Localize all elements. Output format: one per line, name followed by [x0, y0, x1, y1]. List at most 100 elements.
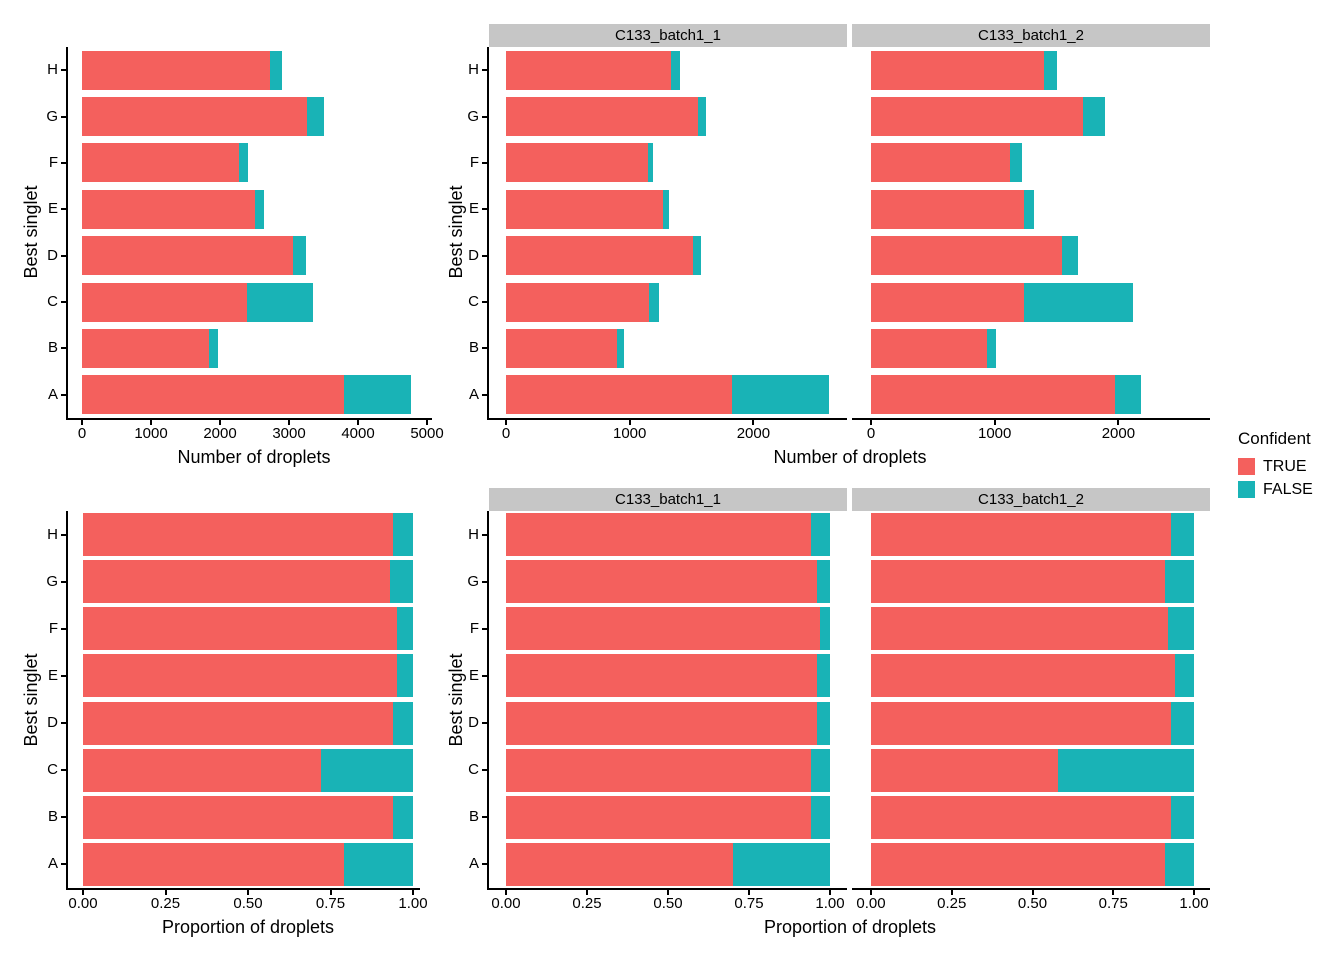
bar-G-false — [1083, 97, 1106, 137]
bar-row-E — [506, 189, 847, 229]
bar-D-true — [506, 701, 818, 745]
bar-A-true — [506, 375, 732, 415]
bar-B-false — [810, 795, 830, 839]
x-tick-label: 3000 — [272, 425, 306, 442]
y-tick-mark — [482, 722, 487, 725]
x-tick-label: 2000 — [736, 425, 771, 442]
bar-A-false — [343, 842, 413, 886]
bar-row-C — [83, 748, 420, 792]
x-tick-label: 5000 — [410, 425, 444, 442]
x-tick-label: 1.00 — [1179, 895, 1209, 912]
bar-A-true — [506, 842, 733, 886]
bar-row-A — [82, 375, 432, 415]
y-tick-label: D — [47, 714, 58, 732]
bar-H-true — [83, 513, 394, 557]
x-tick-label: 1.00 — [815, 895, 845, 912]
bar-row-F — [82, 143, 432, 183]
bar-row-F — [871, 607, 1210, 651]
bar-E-false — [817, 654, 830, 698]
bar-row-A — [871, 842, 1210, 886]
x-tick-mark — [1117, 420, 1120, 425]
bar-H-false — [269, 50, 283, 90]
bar-row-F — [83, 607, 420, 651]
bar-D-false — [817, 701, 830, 745]
bar-row-E — [871, 654, 1210, 698]
y-tick-mark — [61, 254, 66, 257]
bar-B-false — [617, 328, 625, 368]
y-tick-mark — [61, 533, 66, 536]
y-tick-label: H — [47, 61, 58, 79]
bar-D-false — [1171, 701, 1194, 745]
x-tick-mark — [247, 890, 249, 895]
bar-G-true — [506, 97, 698, 137]
bar-row-F — [506, 607, 847, 651]
bar-A-false — [731, 375, 829, 415]
bar-row-C — [506, 282, 847, 322]
x-tick-label: 0.00 — [491, 895, 521, 912]
x-tick-mark — [288, 420, 290, 425]
y-axis-line — [66, 511, 68, 888]
bar-row-B — [83, 795, 420, 839]
bar-E-true — [506, 189, 664, 229]
bar-C-true — [506, 748, 811, 792]
bar-H-false — [670, 50, 681, 90]
x-tick-mark — [426, 420, 428, 425]
bar-row-H — [83, 513, 420, 557]
y-tick-label: H — [468, 61, 479, 79]
bar-B-false — [393, 795, 413, 839]
bar-E-false — [396, 654, 413, 698]
bar-G-true — [871, 97, 1084, 137]
bar-H-true — [871, 513, 1172, 557]
x-tick-mark — [748, 890, 750, 895]
legend-title: Confident — [1238, 429, 1311, 448]
x-tick-mark — [628, 420, 631, 425]
bar-C-true — [871, 748, 1059, 792]
y-axis-line — [66, 47, 68, 418]
bar-B-true — [506, 328, 618, 368]
bar-C-false — [1023, 282, 1134, 322]
y-axis-line — [487, 47, 489, 418]
y-tick-mark — [482, 674, 487, 677]
bar-F-true — [83, 607, 397, 651]
x-axis-line — [66, 418, 432, 420]
bar-C-true — [82, 282, 248, 322]
bar-G-true — [506, 560, 818, 604]
bar-E-true — [83, 654, 397, 698]
bar-G-false — [389, 560, 413, 604]
bar-H-true — [82, 50, 270, 90]
x-tick-label: 0.00 — [68, 895, 98, 912]
bar-D-true — [83, 701, 394, 745]
legend-label: FALSE — [1263, 481, 1313, 498]
y-tick-label: E — [47, 200, 58, 218]
y-axis-line — [487, 511, 489, 888]
bar-F-false — [648, 143, 654, 183]
y-tick-mark — [482, 208, 487, 211]
bar-H-true — [506, 513, 811, 557]
legend: Confident TRUE FALSE — [1238, 428, 1342, 504]
bar-D-false — [1062, 236, 1078, 276]
bar-B-false — [987, 328, 996, 368]
x-tick-label: 0.25 — [572, 895, 602, 912]
y-tick-mark — [61, 161, 66, 164]
x-axis-title: Number of droplets — [773, 447, 927, 467]
y-tick-label: A — [47, 385, 58, 403]
legend-label: TRUE — [1263, 458, 1307, 475]
bar-G-false — [817, 560, 830, 604]
bar-A-false — [343, 375, 412, 415]
bar-row-D — [506, 701, 847, 745]
bar-row-H — [82, 50, 432, 90]
bar-E-true — [871, 189, 1025, 229]
bar-G-true — [82, 97, 307, 137]
bar-B-true — [82, 328, 209, 368]
bar-row-D — [506, 236, 847, 276]
bar-B-false — [208, 328, 218, 368]
bar-row-B — [82, 328, 432, 368]
y-tick-label: E — [468, 200, 479, 218]
y-tick-mark — [482, 533, 487, 536]
bar-C-false — [810, 748, 830, 792]
x-tick-mark — [829, 890, 831, 895]
bar-C-false — [320, 748, 413, 792]
y-tick-label: A — [468, 855, 479, 873]
y-tick-mark — [61, 69, 66, 72]
